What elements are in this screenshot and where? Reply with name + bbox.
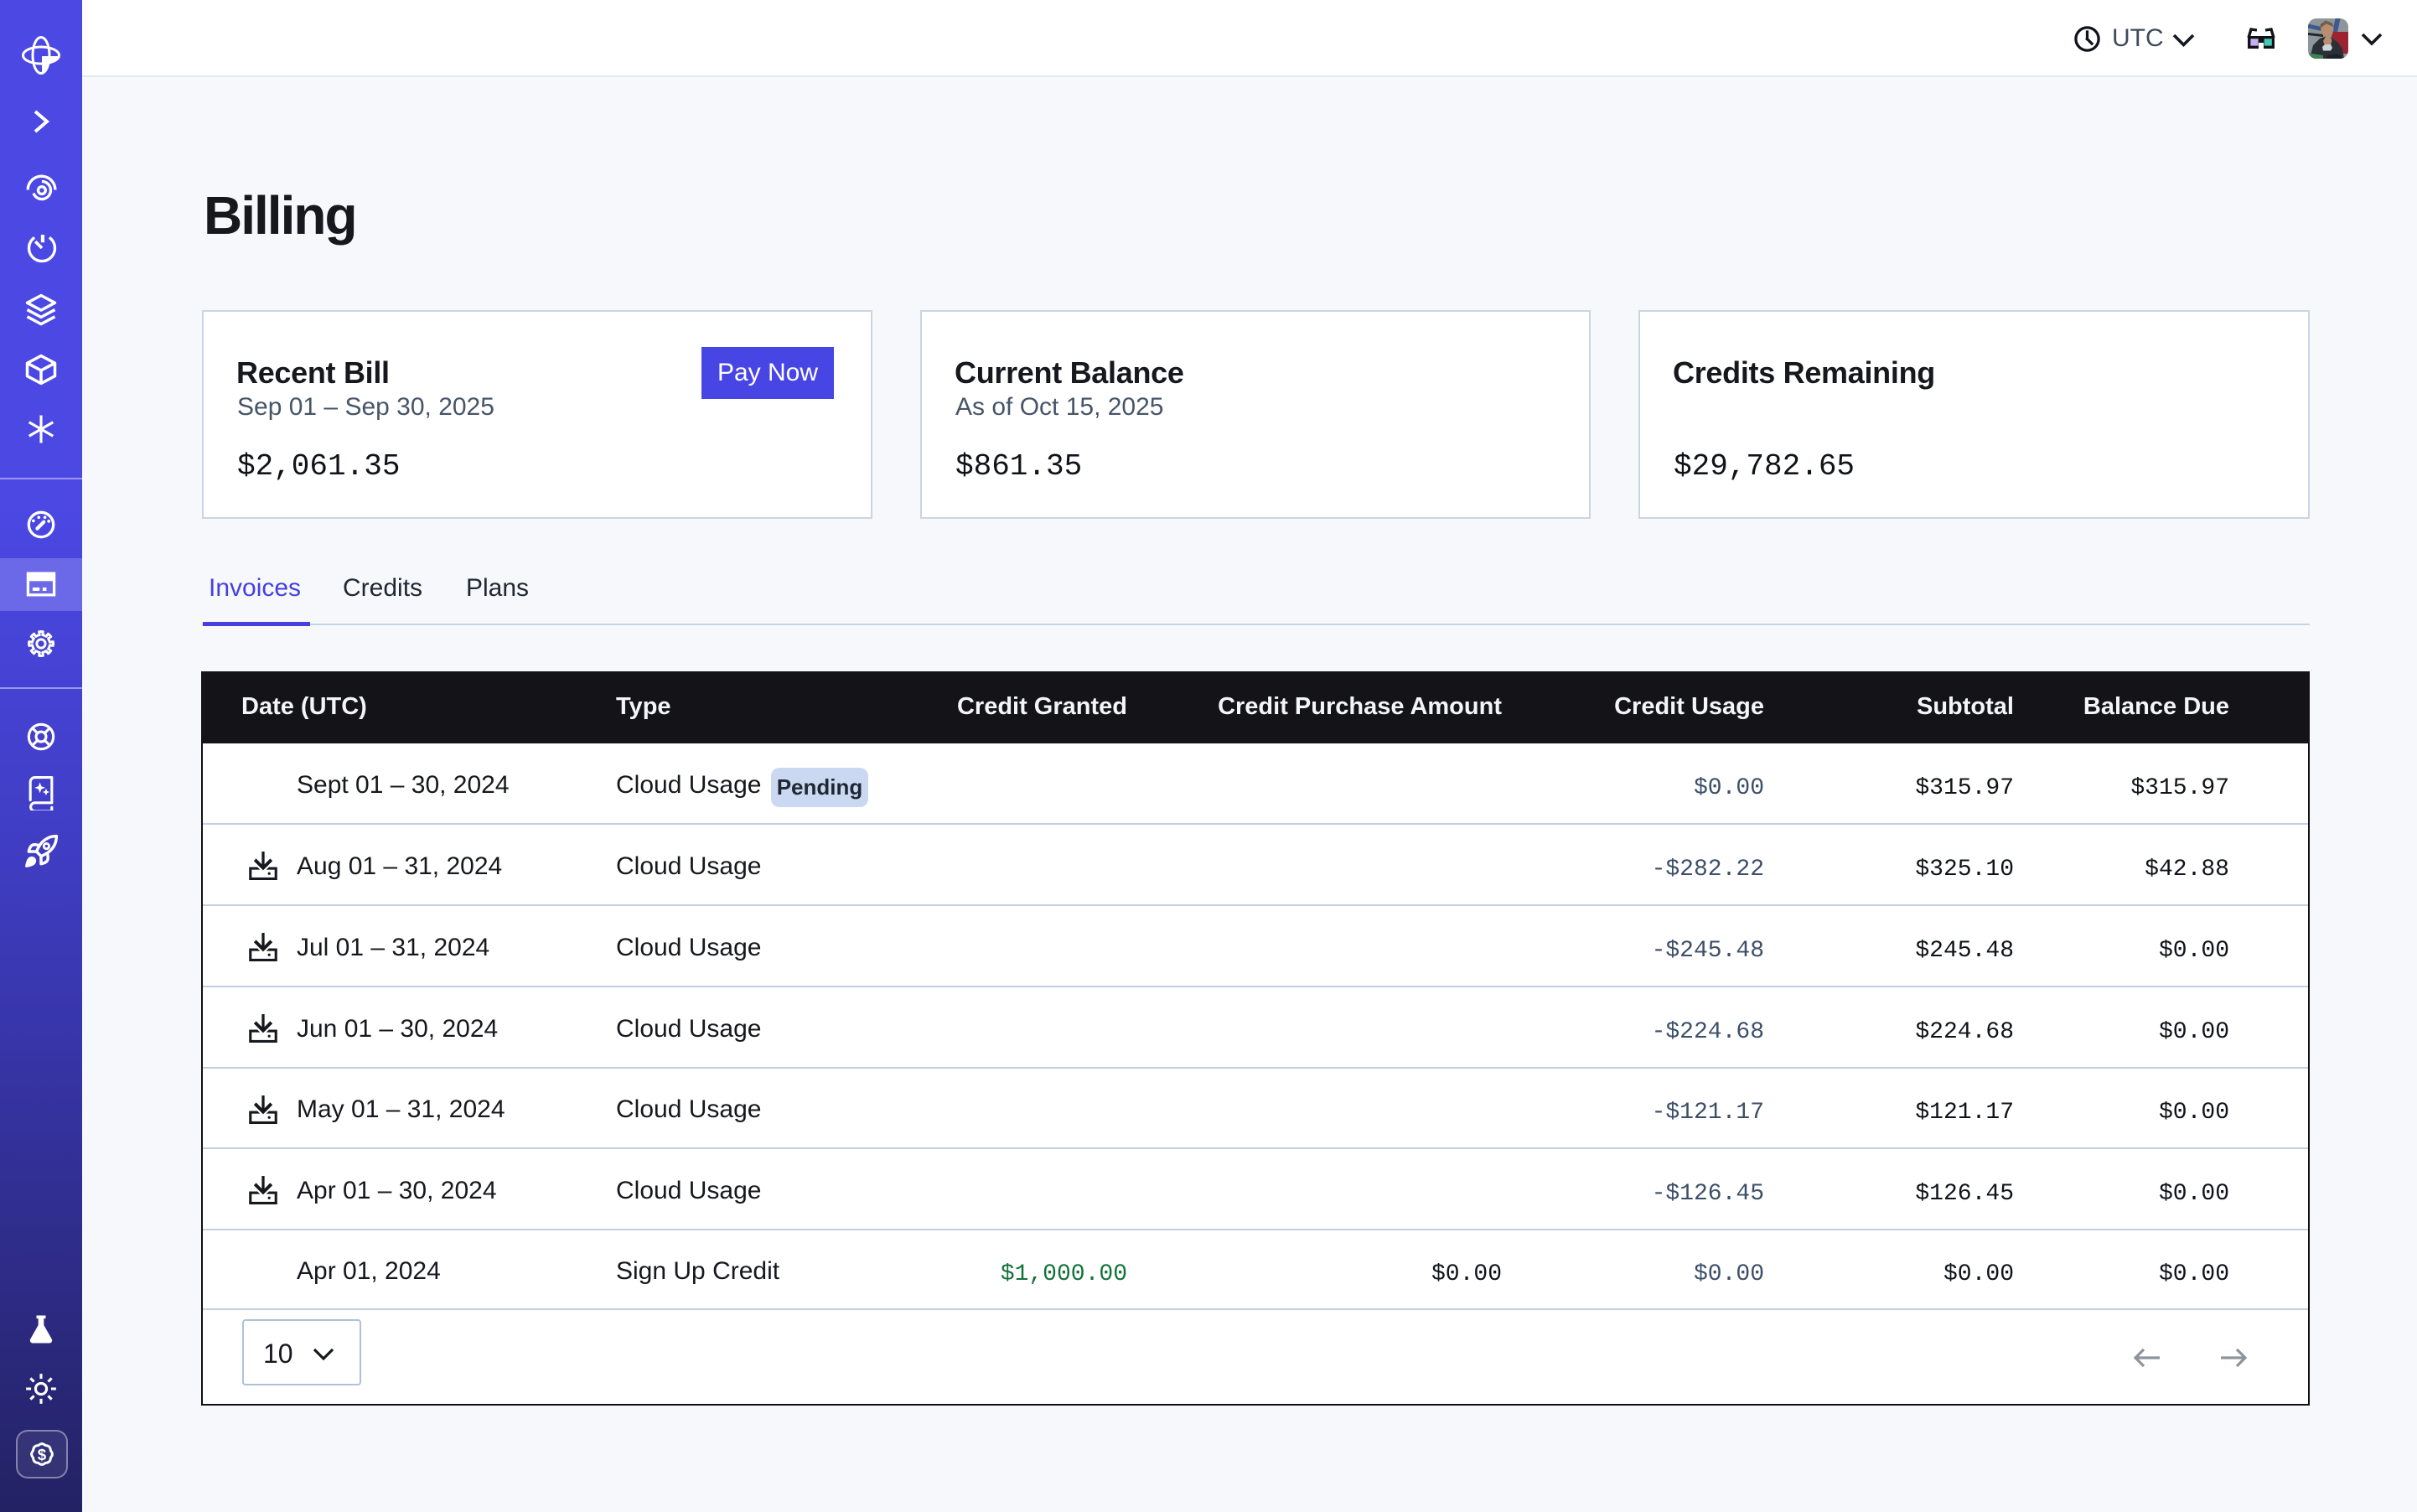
svg-text:$: $ — [38, 1446, 47, 1463]
